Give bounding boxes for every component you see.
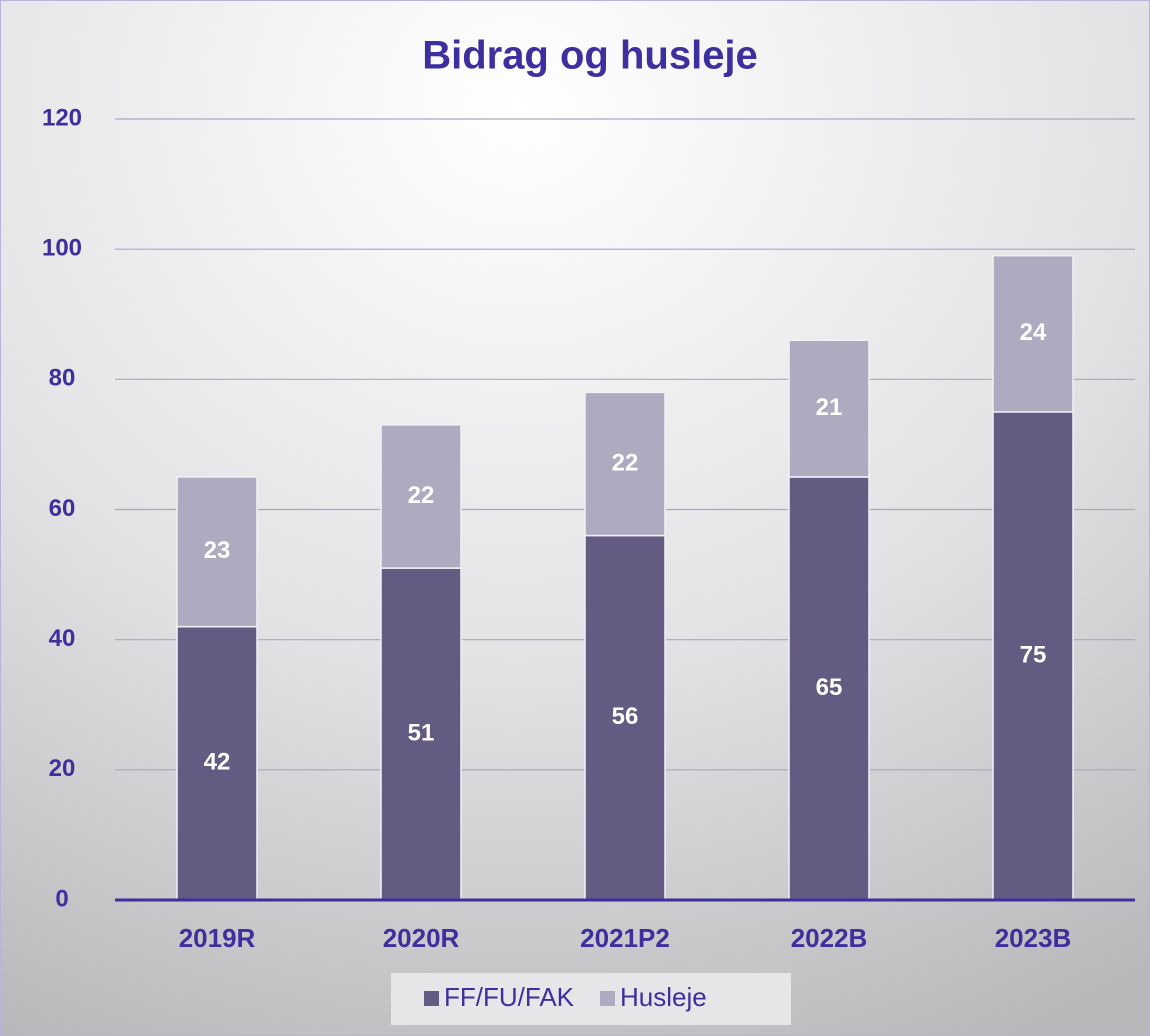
bar-segment — [176, 476, 258, 628]
y-tick-label: 40 — [49, 625, 76, 652]
data-label: 51 — [408, 719, 435, 746]
x-tick-label: 2021P2 — [580, 923, 670, 953]
chart-title: Bidrag og husleje — [422, 34, 758, 78]
x-tick-label: 2020R — [383, 923, 460, 953]
bar-segment — [584, 534, 666, 901]
x-tick-label: 2019R — [179, 923, 256, 953]
bar-segment — [380, 424, 462, 569]
bar-segment — [992, 411, 1074, 901]
legend-swatch — [424, 991, 439, 1006]
bar-segment — [788, 476, 870, 901]
x-tick-label: 2022B — [791, 923, 868, 953]
data-label: 23 — [204, 537, 231, 564]
data-label: 65 — [816, 674, 843, 701]
bar-segment — [992, 254, 1074, 413]
x-tick-label: 2023B — [995, 923, 1072, 953]
data-label: 24 — [1020, 319, 1047, 346]
data-label: 22 — [612, 449, 639, 476]
bar-segment — [584, 391, 666, 537]
bar-segment — [788, 339, 870, 478]
legend-swatch — [600, 991, 615, 1006]
data-label: 75 — [1020, 641, 1047, 668]
y-tick-label: 120 — [42, 104, 82, 131]
y-tick-label: 80 — [49, 365, 76, 392]
y-tick-label: 20 — [49, 755, 76, 782]
data-label: 22 — [408, 482, 435, 509]
legend-box — [391, 973, 791, 1025]
y-tick-label: 100 — [42, 235, 82, 262]
y-tick-label: 0 — [55, 885, 68, 912]
legend-label: Husleje — [620, 982, 707, 1012]
data-label: 21 — [816, 394, 843, 421]
legend-label: FF/FU/FAK — [444, 982, 575, 1012]
data-label: 42 — [204, 749, 231, 776]
y-tick-label: 60 — [49, 495, 76, 522]
data-label: 56 — [612, 703, 639, 730]
